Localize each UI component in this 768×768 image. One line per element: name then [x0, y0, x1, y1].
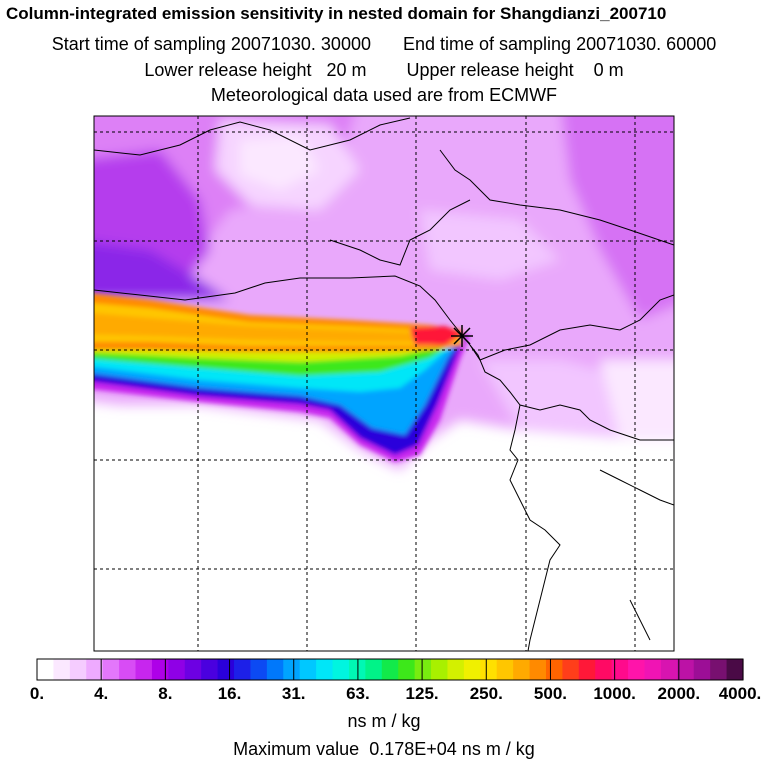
colorbar-swatch: [414, 659, 432, 680]
colorbar-tick-label: 1000.: [593, 684, 636, 703]
colorbar-swatch: [529, 659, 547, 680]
colorbar-swatch: [660, 659, 678, 680]
colorbar-swatch: [595, 659, 613, 680]
colorbar-tick-label: 125.: [405, 684, 439, 703]
colorbar-swatch: [726, 659, 744, 680]
colorbar-units: ns m / kg: [347, 711, 421, 731]
upper-label: Upper release height: [406, 60, 574, 80]
colorbar-swatch: [545, 659, 563, 680]
max-label: Maximum value: [233, 739, 360, 759]
colorbar-swatch: [184, 659, 202, 680]
end-value: 20071030. 60000: [576, 34, 717, 54]
colorbar-swatch: [480, 659, 498, 680]
colorbar-swatch: [431, 659, 449, 680]
colorbar-swatch: [677, 659, 695, 680]
colorbar-swatch: [102, 659, 120, 680]
colorbar-tick-label: 250.: [469, 684, 503, 703]
colorbar-swatch: [644, 659, 662, 680]
colorbar-swatch: [398, 659, 416, 680]
colorbar-swatch: [332, 659, 350, 680]
colorbar-swatch: [69, 659, 87, 680]
release-site-star-icon: [451, 325, 473, 347]
release-heights: Lower release height 20 m Upper release h…: [0, 59, 768, 81]
start-label: Start time of sampling: [51, 34, 226, 54]
colorbar-tick-label: 16.: [217, 684, 242, 703]
sampling-times: Start time of sampling 20071030. 30000 En…: [0, 33, 768, 55]
colorbar-swatch: [37, 659, 55, 680]
colorbar-tick-label: 2000.: [657, 684, 701, 703]
colorbar-swatch: [283, 659, 301, 680]
colorbar-swatch: [381, 659, 399, 680]
colorbar-tick-label: 31.: [281, 684, 306, 703]
colorbar-swatch: [316, 659, 334, 680]
colorbar-dividers: [100, 659, 680, 680]
colorbar-swatch: [710, 659, 728, 680]
maximum-value: Maximum value 0.178E+04 ns m / kg: [0, 739, 768, 760]
colorbar-swatch: [513, 659, 531, 680]
colorbar-swatch: [365, 659, 383, 680]
colorbar-frame: [36, 658, 744, 681]
colorbar-swatch: [299, 659, 317, 680]
colorbar-swatch: [578, 659, 596, 680]
colorbar-swatch: [447, 659, 465, 680]
colorbar-swatch: [53, 659, 71, 680]
colorbar-swatch: [86, 659, 104, 680]
colorbar-tick-label: 4.: [94, 684, 109, 703]
colorbar-swatch: [496, 659, 514, 680]
colorbar-swatch: [611, 659, 629, 680]
figure-title: Column-integrated emission sensitivity i…: [6, 4, 667, 23]
colorbar-tick-label: 500.: [533, 684, 567, 703]
colorbar-swatch: [266, 659, 284, 680]
max-value: 0.178E+04 ns m / kg: [369, 739, 535, 759]
colorbar-swatch: [135, 659, 153, 680]
met-data-line: Meteorological data used are from ECMWF: [210, 85, 558, 105]
colorbar-tick-label: 63.: [346, 684, 370, 703]
colorbar: [37, 659, 744, 680]
colorbar-swatch: [628, 659, 646, 680]
start-value: 20071030. 30000: [230, 34, 371, 54]
map-frame: [93, 115, 675, 652]
colorbar-tick-label: 4000.: [718, 684, 762, 703]
colorbar-swatch: [151, 659, 169, 680]
colorbar-swatch: [250, 659, 268, 680]
colorbar-swatch: [168, 659, 186, 680]
end-label: End time of sampling: [402, 34, 572, 54]
colorbar-swatch: [234, 659, 252, 680]
colorbar-swatch: [693, 659, 711, 680]
lower-value: 20 m: [326, 60, 367, 80]
upper-value: 0 m: [593, 60, 624, 80]
lower-label: Lower release height: [144, 60, 312, 80]
colorbar-swatch: [119, 659, 137, 680]
lat-lon-grid: [94, 116, 674, 651]
colorbar-tick-label: 0.: [29, 684, 45, 703]
colorbar-swatch: [562, 659, 580, 680]
colorbar-swatch: [463, 659, 481, 680]
emission-sensitivity-field: [94, 116, 674, 651]
colorbar-swatch: [217, 659, 235, 680]
colorbar-swatch: [201, 659, 219, 680]
colorbar-tick-label: 8.: [158, 684, 173, 703]
